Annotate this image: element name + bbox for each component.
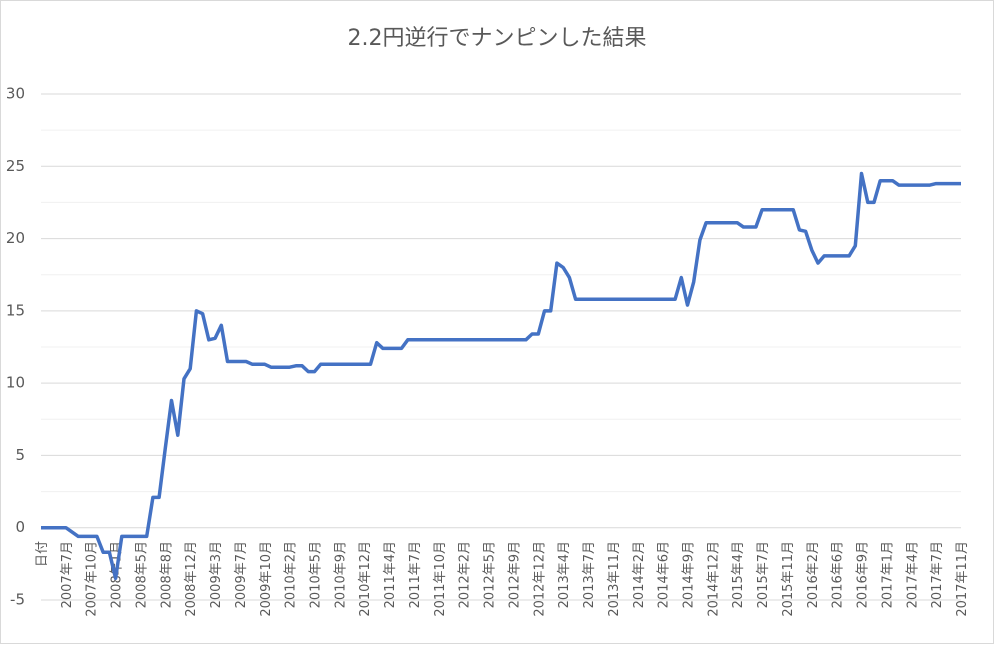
x-tick-label: 2011年7月 [408, 541, 423, 608]
x-tick-label: 2014年6月 [657, 541, 672, 608]
x-tick-label: 2017年7月 [930, 541, 945, 608]
x-tick-label: 日付 [35, 541, 50, 567]
x-tick-label: 2008年8月 [159, 541, 174, 608]
x-tick-label: 2014年2月 [632, 541, 647, 608]
x-tick-label: 2015年11月 [781, 541, 796, 617]
x-tick-label: 2010年2月 [284, 541, 299, 608]
x-tick-label: 2009年7月 [234, 541, 249, 608]
x-tick-label: 2017年4月 [905, 541, 920, 608]
x-tick-label: 2016年2月 [806, 541, 821, 608]
y-tick-label: 30 [6, 85, 25, 103]
data-line [41, 171, 961, 581]
x-tick-label: 2010年9月 [333, 541, 348, 608]
y-tick-label: -5 [10, 591, 25, 609]
y-tick-label: 20 [6, 229, 25, 247]
x-tick-label: 2014年9月 [681, 541, 696, 608]
y-tick-label: 25 [6, 157, 25, 175]
x-tick-label: 2017年1月 [880, 541, 895, 608]
x-tick-label: 2014年12月 [706, 541, 721, 617]
x-tick-label: 2008年12月 [184, 541, 199, 617]
x-tick-label: 2012年5月 [483, 541, 498, 608]
x-tick-label: 2007年10月 [85, 541, 100, 617]
x-tick-label: 2016年9月 [856, 541, 871, 608]
x-tick-label: 2017年11月 [955, 541, 970, 617]
x-tick-label: 2015年7月 [756, 541, 771, 608]
x-tick-label: 2011年4月 [383, 541, 398, 608]
x-tick-label: 2009年10月 [259, 541, 274, 617]
x-tick-label: 2008年5月 [134, 541, 149, 608]
x-tick-label: 2015年4月 [731, 541, 746, 608]
chart-title: 2.2円逆行でナンピンした結果 [348, 26, 647, 51]
x-tick-label: 2016年6月 [831, 541, 846, 608]
y-tick-label: 10 [6, 374, 25, 392]
x-tick-label: 2009年3月 [209, 541, 224, 608]
x-tick-label: 2013年11月 [607, 541, 622, 617]
x-tick-label: 2012年9月 [507, 541, 522, 608]
x-tick-label: 2010年5月 [309, 541, 324, 608]
y-tick-label: 0 [15, 518, 25, 536]
x-tick-label: 2012年12月 [532, 541, 547, 617]
y-tick-label: 15 [6, 301, 25, 319]
y-tick-label: 5 [15, 446, 25, 464]
x-tick-label: 2010年12月 [358, 541, 373, 617]
x-tick-label: 2013年7月 [582, 541, 597, 608]
x-tick-label: 2011年10月 [433, 541, 448, 617]
x-tick-label: 2013年4月 [557, 541, 572, 608]
x-tick-label: 2007年7月 [60, 541, 75, 608]
x-tick-label: 2012年2月 [458, 541, 473, 608]
